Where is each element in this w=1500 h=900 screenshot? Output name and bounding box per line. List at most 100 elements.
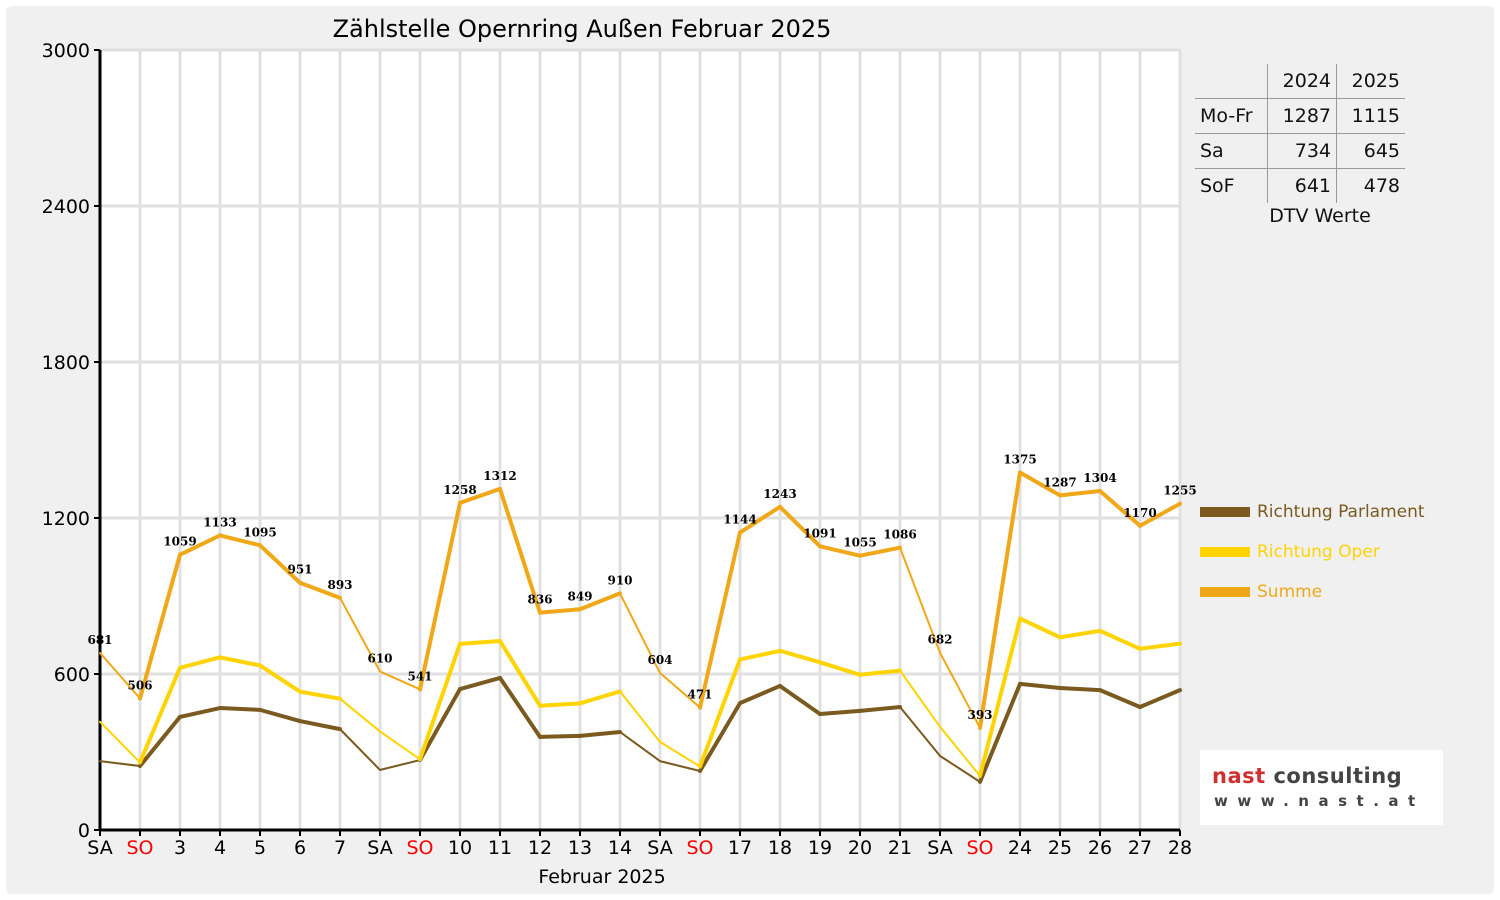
x-tick-label: SA bbox=[647, 837, 672, 859]
series-segment bbox=[659, 671, 701, 709]
series-segment bbox=[619, 592, 661, 674]
series-segment bbox=[738, 648, 782, 662]
dtv-cell: 645 bbox=[1336, 133, 1405, 169]
data-label: 604 bbox=[647, 653, 672, 667]
data-label: 1086 bbox=[883, 528, 916, 542]
data-label: 1133 bbox=[203, 515, 236, 529]
x-tick-label: 10 bbox=[448, 837, 472, 859]
series-segment bbox=[1018, 681, 1062, 691]
legend-swatch bbox=[1200, 507, 1250, 517]
dtv-cell: 1115 bbox=[1336, 98, 1405, 134]
dtv-cell: Sa bbox=[1195, 133, 1268, 169]
logo-url: www.nast.at bbox=[1214, 792, 1425, 810]
series-segment bbox=[1018, 616, 1062, 640]
series-segment bbox=[899, 669, 941, 728]
x-tick-label: 18 bbox=[768, 837, 792, 859]
legend-swatch bbox=[1200, 547, 1250, 557]
legend: Richtung Parlament Richtung Oper Summe bbox=[1200, 492, 1425, 612]
x-tick-label: 6 bbox=[294, 837, 306, 859]
data-label: 1144 bbox=[723, 513, 756, 527]
series-segment bbox=[659, 760, 701, 772]
series-segment bbox=[418, 687, 462, 763]
x-tick-label: 27 bbox=[1128, 837, 1152, 859]
x-tick-label: 25 bbox=[1048, 837, 1072, 859]
data-label: 610 bbox=[367, 651, 392, 665]
series-segment bbox=[778, 683, 822, 717]
legend-label: Richtung Oper bbox=[1257, 542, 1380, 562]
series-segment bbox=[939, 754, 981, 783]
series-segment bbox=[1138, 688, 1182, 710]
logo-brand: nast bbox=[1212, 764, 1266, 788]
series-segment bbox=[538, 607, 582, 615]
dtv-header-row: 2024 2025 bbox=[1195, 64, 1405, 99]
series-segment bbox=[738, 504, 782, 535]
series-segment bbox=[1138, 641, 1182, 651]
series-segment bbox=[578, 689, 622, 706]
x-tick-label: 5 bbox=[254, 837, 266, 859]
x-tick-label: 17 bbox=[728, 837, 752, 859]
series-segment bbox=[1058, 628, 1102, 640]
chart-title: Zählstelle Opernring Außen Februar 2025 bbox=[333, 15, 832, 43]
series-segment bbox=[858, 705, 902, 713]
x-tick-label: 24 bbox=[1008, 837, 1032, 859]
y-tick-label: 1800 bbox=[42, 352, 90, 374]
x-tick-label: 7 bbox=[334, 837, 346, 859]
dtv-row: Mo-Fr 1287 1115 bbox=[1195, 98, 1405, 134]
series-segment bbox=[138, 665, 182, 765]
data-label: 849 bbox=[567, 589, 592, 603]
series-segment bbox=[659, 740, 701, 768]
data-label: 910 bbox=[607, 573, 632, 587]
data-label: 1312 bbox=[483, 469, 516, 483]
dtv-cell: 734 bbox=[1267, 133, 1337, 169]
x-tick-label: SO bbox=[126, 837, 153, 859]
dtv-caption: DTV Werte bbox=[1269, 205, 1371, 227]
series-segment bbox=[458, 638, 502, 646]
series-segment bbox=[538, 733, 582, 739]
x-tick-label: SA bbox=[927, 837, 952, 859]
series-segment bbox=[498, 638, 542, 708]
legend-swatch bbox=[1200, 587, 1250, 597]
series-segment bbox=[218, 533, 262, 548]
series-segment bbox=[138, 714, 182, 769]
dtv-cell: 478 bbox=[1336, 168, 1405, 203]
x-axis-title: Februar 2025 bbox=[538, 866, 665, 888]
series-segment bbox=[178, 533, 222, 557]
series-segment bbox=[258, 707, 302, 724]
series-segment bbox=[698, 530, 742, 710]
data-label: 1095 bbox=[243, 525, 276, 539]
x-tick-label: 13 bbox=[568, 837, 592, 859]
series-segment bbox=[1098, 488, 1142, 528]
series-segment bbox=[698, 657, 742, 769]
x-tick-label: SO bbox=[686, 837, 713, 859]
data-label: 506 bbox=[127, 678, 152, 692]
x-tick-label: 12 bbox=[528, 837, 552, 859]
series-segment bbox=[339, 697, 381, 733]
x-tick-label: 11 bbox=[488, 837, 512, 859]
series-segment bbox=[339, 728, 381, 771]
legend-label: Summe bbox=[1257, 582, 1323, 602]
series-segment bbox=[619, 730, 661, 763]
data-label: 893 bbox=[327, 578, 352, 592]
series-segment bbox=[1058, 488, 1102, 498]
data-label: 951 bbox=[287, 563, 312, 577]
series-segment bbox=[578, 729, 622, 738]
series-segment bbox=[818, 708, 862, 717]
series-segment bbox=[298, 580, 342, 600]
y-tick-label: 0 bbox=[78, 820, 90, 842]
x-tick-label: 28 bbox=[1168, 837, 1192, 859]
x-tick-label: 14 bbox=[608, 837, 632, 859]
x-tick-label: SO bbox=[966, 837, 993, 859]
series-segment bbox=[218, 655, 262, 668]
series-segment bbox=[818, 660, 862, 677]
series-segment bbox=[258, 543, 302, 585]
series-segment bbox=[178, 706, 222, 719]
data-label: 1375 bbox=[1003, 453, 1036, 467]
dtv-row: SoF 641 478 bbox=[1195, 168, 1405, 203]
series-segment bbox=[1098, 628, 1142, 651]
logo-word: consulting bbox=[1273, 764, 1403, 788]
x-tick-label: 21 bbox=[888, 837, 912, 859]
dtv-table: 2024 2025 Mo-Fr 1287 1115 Sa 734 645 SoF 641 47… bbox=[1195, 64, 1405, 227]
data-label: 1059 bbox=[163, 535, 196, 549]
